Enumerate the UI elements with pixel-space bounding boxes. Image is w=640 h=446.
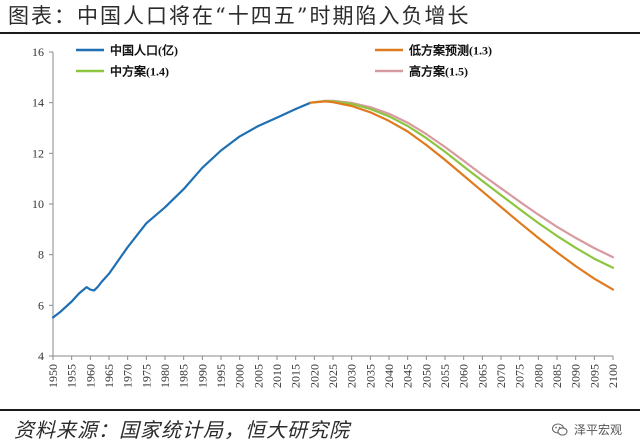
x-tick-label: 2020: [307, 364, 321, 388]
y-tick-label: 8: [38, 248, 44, 262]
x-tick-label: 2080: [531, 364, 545, 388]
legend-label: 中方案(1.4): [110, 64, 169, 79]
y-tick-label: 14: [32, 96, 44, 110]
x-tick-label: 2065: [475, 364, 489, 388]
x-tick-label: 1975: [139, 364, 153, 388]
x-tick-label: 1960: [83, 364, 97, 388]
x-tick-label: 2000: [233, 364, 247, 388]
x-tick-label: 2005: [251, 364, 265, 388]
x-tick-label: 1995: [214, 364, 228, 388]
watermark-text: 泽平宏观: [573, 423, 622, 437]
x-tick-label: 1965: [102, 364, 116, 388]
y-tick-label: 16: [32, 45, 44, 59]
chart-title: 图表：中国人口将在“十四五”时期陷入负增长: [0, 0, 640, 34]
x-tick-label: 2085: [550, 364, 564, 388]
series-line-3: [309, 99, 615, 269]
x-tick-label: 1985: [177, 364, 191, 388]
footer-divider: [0, 409, 640, 411]
y-tick-label: 12: [32, 146, 44, 160]
x-tick-label: 2075: [513, 364, 527, 388]
series-line-1: [51, 101, 312, 319]
line-chart: 4 6 8 10 12 14 16 1950 1955 1960 1965 1970 1975 1980 1…: [32, 43, 620, 389]
x-tick-label: 1980: [158, 364, 172, 388]
x-tick-label: 2070: [494, 364, 508, 388]
x-tick-label: 2090: [569, 364, 583, 388]
x-tick-label: 2040: [382, 364, 396, 388]
legend-label: 低方案预测(1.3): [408, 43, 492, 58]
x-tick-label: 1970: [121, 364, 135, 388]
y-tick-label: 4: [38, 349, 44, 363]
chart-series: [51, 99, 615, 319]
watermark: 泽平宏观: [551, 421, 622, 438]
chart-axes: 4 6 8 10 12 14 16 1950 1955 1960 1965 1970 1975 1980 1…: [32, 45, 620, 388]
y-tick-label: 6: [38, 298, 44, 312]
wechat-icon: [551, 423, 568, 436]
legend-label: 中国人口(亿): [110, 43, 178, 58]
x-tick-label: 2015: [289, 364, 303, 388]
x-tick-label: 2060: [457, 364, 471, 388]
x-tick-label: 2035: [363, 364, 377, 388]
x-tick-label: 2025: [326, 364, 340, 388]
source-note: 资料来源：国家统计局，恒大研究院: [14, 418, 350, 442]
x-tick-label: 2100: [606, 364, 620, 388]
y-tick-label: 10: [32, 197, 44, 211]
x-tick-label: 2010: [270, 364, 284, 388]
series-line-4: [309, 99, 615, 259]
legend-label: 高方案(1.5): [409, 64, 468, 79]
x-tick-label: 2055: [438, 364, 452, 388]
x-tick-label: 1990: [195, 364, 209, 388]
x-tick-label: 2095: [587, 364, 601, 388]
x-tick-label: 2045: [401, 364, 415, 388]
x-tick-label: 1950: [46, 364, 60, 388]
x-tick-label: 1955: [65, 364, 79, 388]
x-tick-label: 2050: [419, 364, 433, 388]
chart-legend: 中国人口(亿) 中方案(1.4) 低方案预测(1.3) 高方案(1.5): [76, 43, 492, 79]
series-line-2: [309, 100, 615, 291]
x-tick-label: 2030: [345, 364, 359, 388]
